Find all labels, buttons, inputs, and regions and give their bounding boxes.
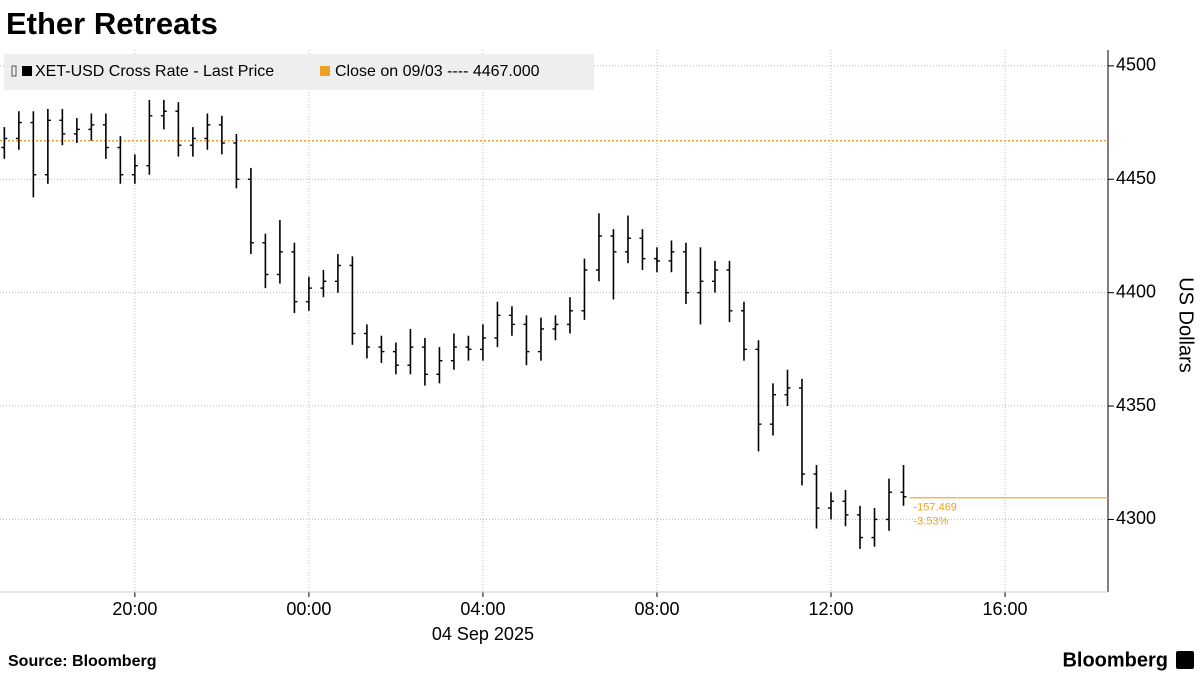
legend-swatch — [320, 66, 330, 76]
x-tick-label: 20:00 — [112, 599, 157, 619]
x-tick-label: 08:00 — [634, 599, 679, 619]
legend-label: Close on 09/03 ---- 4467.000 — [335, 63, 540, 80]
source: Source: Bloomberg — [8, 653, 156, 670]
last-price-label: -157.469 — [914, 502, 957, 514]
brand-icon — [1176, 651, 1194, 669]
y-tick-label: 4400 — [1116, 281, 1156, 301]
y-tick-label: 4500 — [1116, 55, 1156, 75]
brand: Bloomberg — [1062, 649, 1168, 671]
y-tick-label: 4350 — [1116, 395, 1156, 415]
last-price-label: -3.53% — [914, 516, 949, 528]
x-tick-label: 00:00 — [286, 599, 331, 619]
y-tick-label: 4450 — [1116, 168, 1156, 188]
legend-box — [4, 54, 594, 90]
x-tick-label: 04:00 — [460, 599, 505, 619]
x-date-label: 04 Sep 2025 — [432, 624, 534, 644]
y-axis-label: US Dollars — [1175, 277, 1197, 373]
y-tick-label: 4300 — [1116, 508, 1156, 528]
legend-swatch — [22, 66, 32, 76]
legend-icon — [11, 65, 17, 77]
x-tick-label: 16:00 — [983, 599, 1028, 619]
chart-title: Ether Retreats — [6, 6, 218, 41]
x-tick-label: 12:00 — [808, 599, 853, 619]
legend-label: XET-USD Cross Rate - Last Price — [35, 63, 274, 80]
